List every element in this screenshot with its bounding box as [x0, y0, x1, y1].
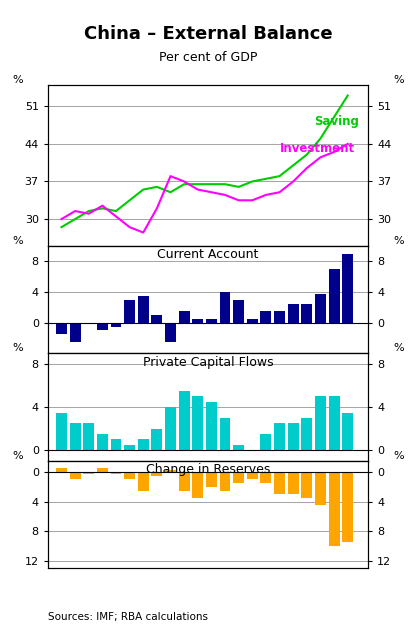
Bar	[220, 472, 230, 490]
Text: Sources: IMF; RBA calculations: Sources: IMF; RBA calculations	[48, 612, 208, 622]
Bar	[233, 445, 244, 450]
Bar	[179, 391, 190, 450]
Bar	[56, 323, 67, 334]
Bar	[179, 311, 190, 323]
Text: China – External Balance: China – External Balance	[84, 25, 332, 43]
Bar	[329, 472, 339, 546]
Bar	[151, 315, 162, 323]
Text: Private Capital Flows: Private Capital Flows	[143, 355, 273, 369]
Bar	[220, 418, 230, 450]
Bar	[274, 311, 285, 323]
Bar	[260, 434, 271, 450]
Bar	[342, 472, 353, 543]
Bar	[329, 269, 339, 323]
Text: Current Account: Current Account	[157, 248, 259, 261]
Bar	[329, 396, 339, 450]
Bar	[192, 472, 203, 498]
Bar	[247, 472, 258, 479]
Bar	[288, 423, 299, 450]
Bar	[288, 472, 299, 494]
Text: %: %	[12, 451, 23, 461]
Bar	[111, 472, 121, 474]
Bar	[301, 418, 312, 450]
Bar	[69, 472, 81, 479]
Text: Change in Reserves: Change in Reserves	[146, 463, 270, 476]
Bar	[97, 323, 108, 330]
Bar	[233, 300, 244, 323]
Bar	[83, 472, 94, 474]
Bar	[288, 303, 299, 323]
Text: %: %	[12, 344, 23, 354]
Text: %: %	[393, 451, 404, 461]
Text: %: %	[12, 75, 23, 85]
Text: Investment: Investment	[280, 142, 355, 155]
Text: %: %	[393, 236, 404, 246]
Bar	[192, 319, 203, 323]
Bar	[315, 293, 326, 323]
Bar	[206, 319, 217, 323]
Bar	[138, 472, 149, 490]
Bar	[138, 440, 149, 450]
Bar	[151, 429, 162, 450]
Text: %: %	[12, 236, 23, 246]
Text: %: %	[393, 344, 404, 354]
Bar	[97, 468, 108, 472]
Text: Per cent of GDP: Per cent of GDP	[159, 51, 257, 65]
Bar	[342, 413, 353, 450]
Bar	[83, 423, 94, 450]
Bar	[124, 300, 135, 323]
Bar	[274, 472, 285, 494]
Bar	[220, 292, 230, 323]
Bar	[315, 472, 326, 506]
Bar	[56, 468, 67, 472]
Bar	[165, 323, 176, 342]
Bar	[342, 254, 353, 323]
Bar	[192, 396, 203, 450]
Bar	[69, 323, 81, 342]
Bar	[301, 472, 312, 498]
Bar	[138, 296, 149, 323]
Bar	[233, 472, 244, 483]
Bar	[165, 470, 176, 472]
Bar	[111, 440, 121, 450]
Bar	[260, 311, 271, 323]
Bar	[274, 423, 285, 450]
Bar	[165, 407, 176, 450]
Bar	[247, 319, 258, 323]
Bar	[124, 445, 135, 450]
Bar	[151, 472, 162, 475]
Bar	[315, 396, 326, 450]
Bar	[69, 423, 81, 450]
Bar	[179, 472, 190, 490]
Bar	[301, 303, 312, 323]
Bar	[56, 413, 67, 450]
Bar	[97, 434, 108, 450]
Bar	[111, 323, 121, 327]
Bar	[206, 472, 217, 487]
Bar	[206, 402, 217, 450]
Text: Saving: Saving	[314, 115, 359, 128]
Text: %: %	[393, 75, 404, 85]
Bar	[260, 472, 271, 483]
Bar	[124, 472, 135, 479]
